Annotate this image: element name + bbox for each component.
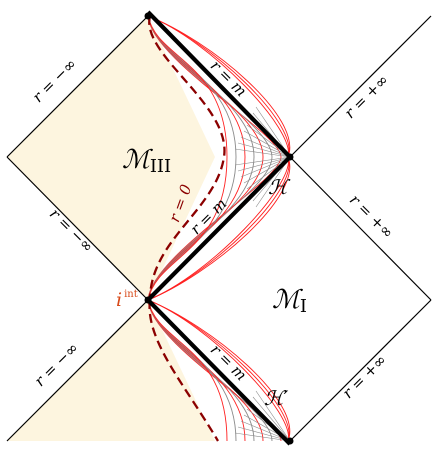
family-gray-ray-lower [252,396,291,442]
edge-right-lower [289,299,432,442]
family-curve-upper [147,15,228,301]
family-gray-ray-upper [240,136,291,178]
label-r-plus-inf-mid: r = +∞ [346,191,397,242]
i-int-base: i [116,289,122,311]
region-III-symbol: ℳ [122,145,153,175]
horizon-line [145,10,293,446]
region-lower-left-fill [7,300,215,441]
family-gray-ray-upper [234,148,291,166]
family-curve-upper [147,15,255,301]
edge-top-right [289,15,432,158]
label-horizon-prime: ℋ′ [264,386,289,410]
region-I-symbol: ℳ [272,285,303,315]
label-region-III: ℳIII [122,145,171,177]
label-horizon: ℋ [268,175,291,199]
family-gray-ray-upper [237,142,291,172]
family-gray-ray-lower [255,390,291,442]
family-gray-ray-lower [237,426,291,442]
family-curve-upper [147,15,246,301]
family-curve-lower-outer [147,299,291,442]
region-upper-left-fill [7,16,215,300]
label-i-int: i int [116,289,138,311]
edge-top-left [6,15,149,158]
label-region-I: ℳI [272,285,307,317]
family-gray-ray-upper [243,130,291,184]
point-top [144,12,152,20]
point-bottom [286,437,294,445]
family-curve-lower [147,299,228,442]
region-III-subscript: III [150,156,171,177]
family-curve-upper [147,15,282,301]
r0-curve-lower [148,299,219,442]
edge-mid-left-upper [6,156,149,301]
diagram-edges [6,15,432,442]
label-r-plus-inf-bottom: r = +∞ [339,351,390,402]
point-i-int [144,296,152,304]
point-right-upper [286,153,294,161]
label-r-plus-inf-top: r = +∞ [341,71,392,122]
family-gray-ray-lower [234,432,291,442]
family-curve-upper [147,15,237,301]
r0-curve-upper [148,15,226,301]
i-int-superscript: int [124,289,138,300]
region-I-subscript: I [300,296,307,317]
family-curve-upper [147,15,273,301]
edge-mid-left-lower [6,299,149,442]
family-curve-upper [147,15,264,301]
edge-right-upper [289,156,432,301]
